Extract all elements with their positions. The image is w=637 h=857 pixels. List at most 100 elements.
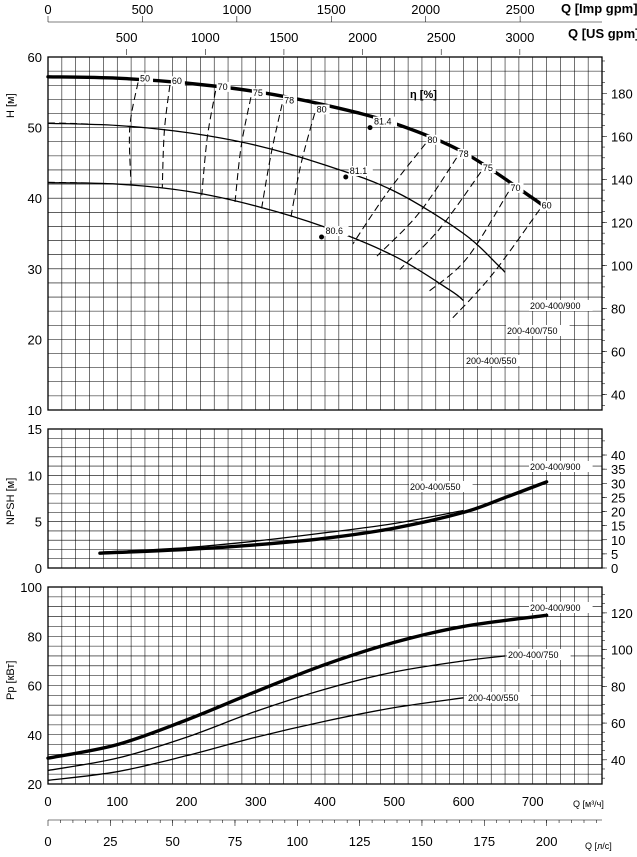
iso-label-bg xyxy=(170,76,185,87)
series-label-bg xyxy=(529,300,593,311)
npsh-ytick-right-label: 20 xyxy=(611,505,625,520)
head-ytick-right-label: 120 xyxy=(611,215,633,230)
bep-label-bg xyxy=(373,116,398,127)
iso-efficiency-label: 70 xyxy=(511,183,521,193)
npsh-ytick-right-label: 35 xyxy=(611,462,625,477)
iso-label-bg xyxy=(481,163,496,174)
power-curve-200-400-900 xyxy=(46,613,549,760)
bep-point xyxy=(319,234,325,240)
power-ytick-label: 80 xyxy=(28,629,42,644)
head-ytick-right-label: 60 xyxy=(611,344,625,359)
power-series-label: 200-400/900 xyxy=(530,603,581,613)
npsh-series-label: 200-400/550 xyxy=(410,482,461,492)
xtick-impgpm-label: 1500 xyxy=(317,2,346,17)
power-panel-frame xyxy=(47,586,603,785)
power-ytick-label: 20 xyxy=(28,777,42,792)
iso-efficiency-label: 78 xyxy=(284,95,294,105)
iso-label-bg xyxy=(426,134,441,145)
head-series-label: 200-400/550 xyxy=(466,356,517,366)
xtick-ls-label: 125 xyxy=(349,834,371,849)
iso-efficiency-label: 80 xyxy=(427,135,437,145)
iso-label-bg xyxy=(216,81,231,92)
head-ytick-label: 40 xyxy=(28,191,42,206)
iso-efficiency-78 xyxy=(260,104,283,211)
bep-label: 81.4 xyxy=(374,117,392,127)
iso-efficiency-78 xyxy=(376,157,458,257)
xtick-m3h-label: 0 xyxy=(44,794,51,809)
npsh-ytick-right-label: 40 xyxy=(611,448,625,463)
head-ytick-right-label: 160 xyxy=(611,129,633,144)
xtick-m3h-label: 700 xyxy=(522,794,544,809)
power-axis-label: Pp [кВт] xyxy=(5,661,17,700)
head-ytick-label: 60 xyxy=(28,50,42,65)
head-ytick-right-label: 40 xyxy=(611,388,625,403)
iso-efficiency-label: 60 xyxy=(172,76,182,86)
axis-label-q-ls: Q [л/с] xyxy=(585,841,612,851)
npsh-ytick-right-label: 0 xyxy=(611,561,618,576)
iso-efficiency-label: 80 xyxy=(317,104,327,114)
iso-label-bg xyxy=(540,200,555,211)
iso-label-bg xyxy=(509,182,524,193)
iso-efficiency-label: 50 xyxy=(140,73,150,83)
iso-efficiency-50 xyxy=(128,82,139,186)
head-ytick-right-label: 180 xyxy=(611,86,633,101)
npsh-ytick-label: 15 xyxy=(28,422,42,437)
series-label-bg xyxy=(506,325,570,336)
series-label-bg xyxy=(409,481,473,492)
series-label-bg xyxy=(529,461,593,472)
npsh-curve-200-400-550 xyxy=(99,509,464,553)
head-ytick-right-label: 80 xyxy=(611,301,625,316)
iso-efficiency-label: 75 xyxy=(253,88,263,98)
iso-efficiency-80 xyxy=(289,113,316,221)
iso-efficiency-70 xyxy=(428,191,509,292)
power-curve-200-400-750 xyxy=(47,655,506,772)
xtick-m3h-label: 400 xyxy=(314,794,336,809)
npsh-curve-200-400-900 xyxy=(98,480,549,555)
head-ytick-label: 10 xyxy=(28,403,42,418)
power-ytick-label: 60 xyxy=(28,679,42,694)
iso-label-bg xyxy=(283,95,298,106)
iso-label-bg xyxy=(251,88,266,99)
iso-efficiency-75 xyxy=(399,171,482,270)
npsh-ytick-label: 0 xyxy=(35,561,42,576)
xtick-ls-label: 175 xyxy=(473,834,495,849)
xtick-ls-label: 50 xyxy=(165,834,179,849)
xtick-ls-label: 75 xyxy=(228,834,242,849)
iso-efficiency-70 xyxy=(201,90,217,196)
xtick-ls-label: 25 xyxy=(103,834,117,849)
xtick-impgpm-label: 0 xyxy=(44,2,51,17)
npsh-ytick-label: 10 xyxy=(28,468,42,483)
head-ytick-label: 20 xyxy=(28,332,42,347)
axis-label-q-m3h: Q [м³/ч] xyxy=(573,799,604,809)
head-curve-200-400-550-low xyxy=(47,181,90,184)
iso-efficiency-80 xyxy=(352,143,426,245)
npsh-series-label: 200-400/900 xyxy=(530,462,581,472)
bep-label-bg xyxy=(348,166,373,177)
power-ytick-label: 100 xyxy=(20,580,42,595)
xtick-m3h-label: 300 xyxy=(245,794,267,809)
xtick-impgpm-label: 2500 xyxy=(506,2,535,17)
curves-layer xyxy=(46,75,549,781)
power-series-label: 200-400/750 xyxy=(508,650,559,660)
axis-label-q-usgpm: Q [US gpm] xyxy=(568,26,637,41)
iso-label-bg xyxy=(139,73,154,84)
head-curve-200-400-750-low xyxy=(47,122,90,125)
iso-efficiency-label: 75 xyxy=(483,163,493,173)
iso-efficiency-label: 78 xyxy=(459,149,469,159)
npsh-ytick-right-label: 10 xyxy=(611,533,625,548)
bep-label-bg xyxy=(324,226,349,237)
power-series-label: 200-400/550 xyxy=(468,693,519,703)
series-label-bg xyxy=(507,649,571,660)
xtick-impgpm-label: 2000 xyxy=(411,2,440,17)
npsh-panel-frame xyxy=(47,428,603,569)
head-series-label: 200-400/900 xyxy=(530,301,581,311)
xtick-m3h-label: 500 xyxy=(383,794,405,809)
grid-layer xyxy=(47,56,603,785)
head-series-label: 200-400/750 xyxy=(507,326,558,336)
iso-efficiency-label: 70 xyxy=(218,82,228,92)
npsh-ytick-right-label: 15 xyxy=(611,519,625,534)
iso-label-bg xyxy=(315,104,330,115)
xtick-ls-label: 200 xyxy=(536,834,558,849)
series-label-bg xyxy=(467,692,531,703)
